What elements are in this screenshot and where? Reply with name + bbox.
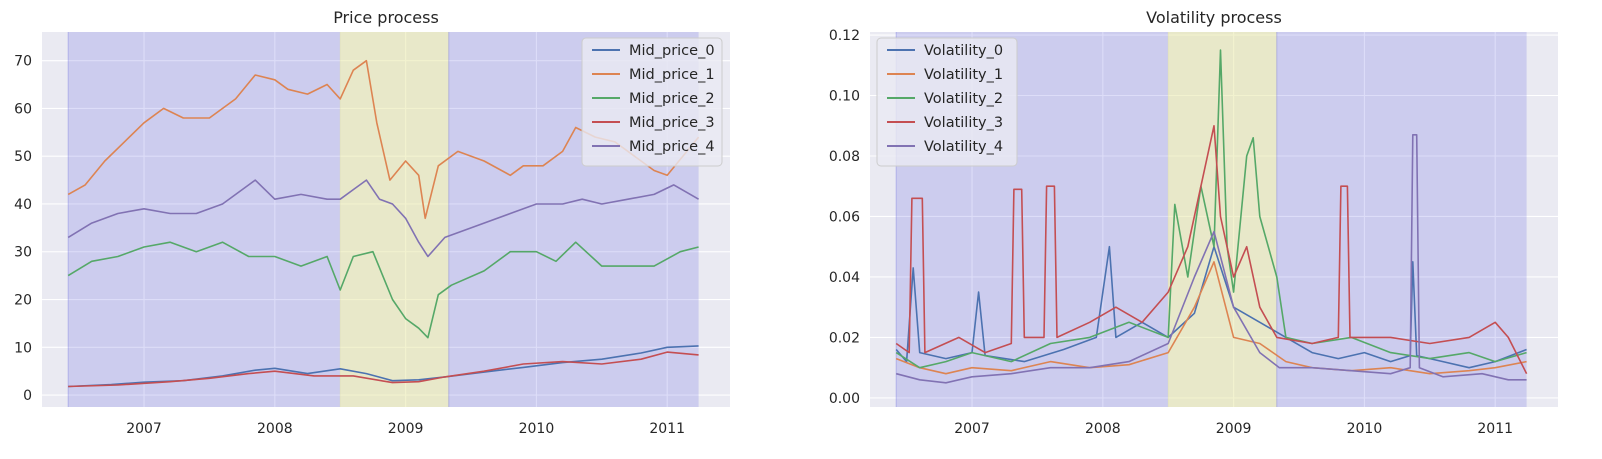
x-tick-label: 2011 (1477, 421, 1513, 437)
series-lines (67, 59, 700, 388)
y-tick-label: 0.04 (829, 270, 860, 286)
legend: Volatility_0 Volatility_1 Volatility_2 Vola… (876, 37, 1018, 167)
y-tick-label: 0.02 (829, 330, 860, 346)
series-line-volatility_2 (895, 49, 1527, 369)
y-tick-label: 10 (14, 340, 32, 356)
y-tick-label: 30 (14, 245, 32, 261)
series-line-volatility_1 (895, 260, 1527, 375)
chart-title: Volatility process (1146, 8, 1282, 27)
x-tick-label: 2008 (257, 421, 293, 437)
legend-label: Mid_price_3 (629, 115, 715, 131)
legend-label: Volatility_2 (924, 91, 1003, 107)
chart-title: Price process (333, 8, 439, 27)
chart-panel-0: 2007 2008 2009 2010 2011 0 10 20 30 40 50 60 70 Price… (14, 8, 730, 437)
y-tick-label: 0.10 (829, 89, 860, 105)
series-line-mid_price_1 (67, 59, 700, 220)
legend-box (876, 37, 1018, 167)
legend-label: Mid_price_4 (629, 139, 715, 155)
series-line-mid_price_2 (67, 241, 699, 339)
legend-label: Volatility_1 (924, 67, 1003, 83)
legend: Mid_price_0 Mid_price_1 Mid_price_2 Mid_pri… (581, 37, 723, 167)
y-tick-label: 0.06 (829, 209, 860, 225)
y-tick-label: 20 (14, 293, 32, 309)
x-tick-label: 2009 (388, 421, 424, 437)
series-line-volatility_4 (895, 134, 1527, 384)
legend-label: Volatility_3 (924, 115, 1003, 131)
series-line-mid_price_3 (68, 351, 699, 388)
x-tick-label: 2009 (1216, 421, 1252, 437)
y-tick-label: 40 (14, 197, 32, 213)
y-tick-label: 50 (14, 149, 32, 165)
x-tick-label: 2011 (649, 421, 685, 437)
chart-panel-1: 2007 2008 2009 2010 2011 0.00 0.02 0.04 0.06 0.08… (829, 8, 1558, 437)
y-tick-label: 0.08 (829, 149, 860, 165)
legend-label: Volatility_0 (924, 43, 1003, 59)
legend-label: Mid_price_0 (629, 43, 715, 59)
y-tick-label: 0.12 (829, 28, 860, 44)
legend-box (581, 37, 723, 167)
x-tick-label: 2010 (519, 421, 555, 437)
x-tick-label: 2007 (126, 421, 162, 437)
legend-label: Volatility_4 (924, 139, 1003, 155)
shaded-region-2 (1276, 32, 1527, 407)
y-tick-label: 0 (23, 388, 32, 404)
shaded-region-0 (68, 32, 341, 407)
x-tick-label: 2008 (1085, 421, 1121, 437)
legend-label: Mid_price_2 (629, 91, 715, 107)
y-tick-label: 70 (14, 54, 32, 70)
series-line-volatility_3 (895, 125, 1528, 375)
series-lines (895, 49, 1528, 384)
y-tick-label: 60 (14, 101, 32, 117)
y-tick-label: 0.00 (829, 391, 860, 407)
x-tick-label: 2007 (954, 421, 990, 437)
series-line-mid_price_4 (67, 179, 699, 258)
shaded-region-1 (340, 32, 449, 407)
legend-label: Mid_price_1 (629, 67, 715, 83)
x-tick-label: 2010 (1347, 421, 1383, 437)
